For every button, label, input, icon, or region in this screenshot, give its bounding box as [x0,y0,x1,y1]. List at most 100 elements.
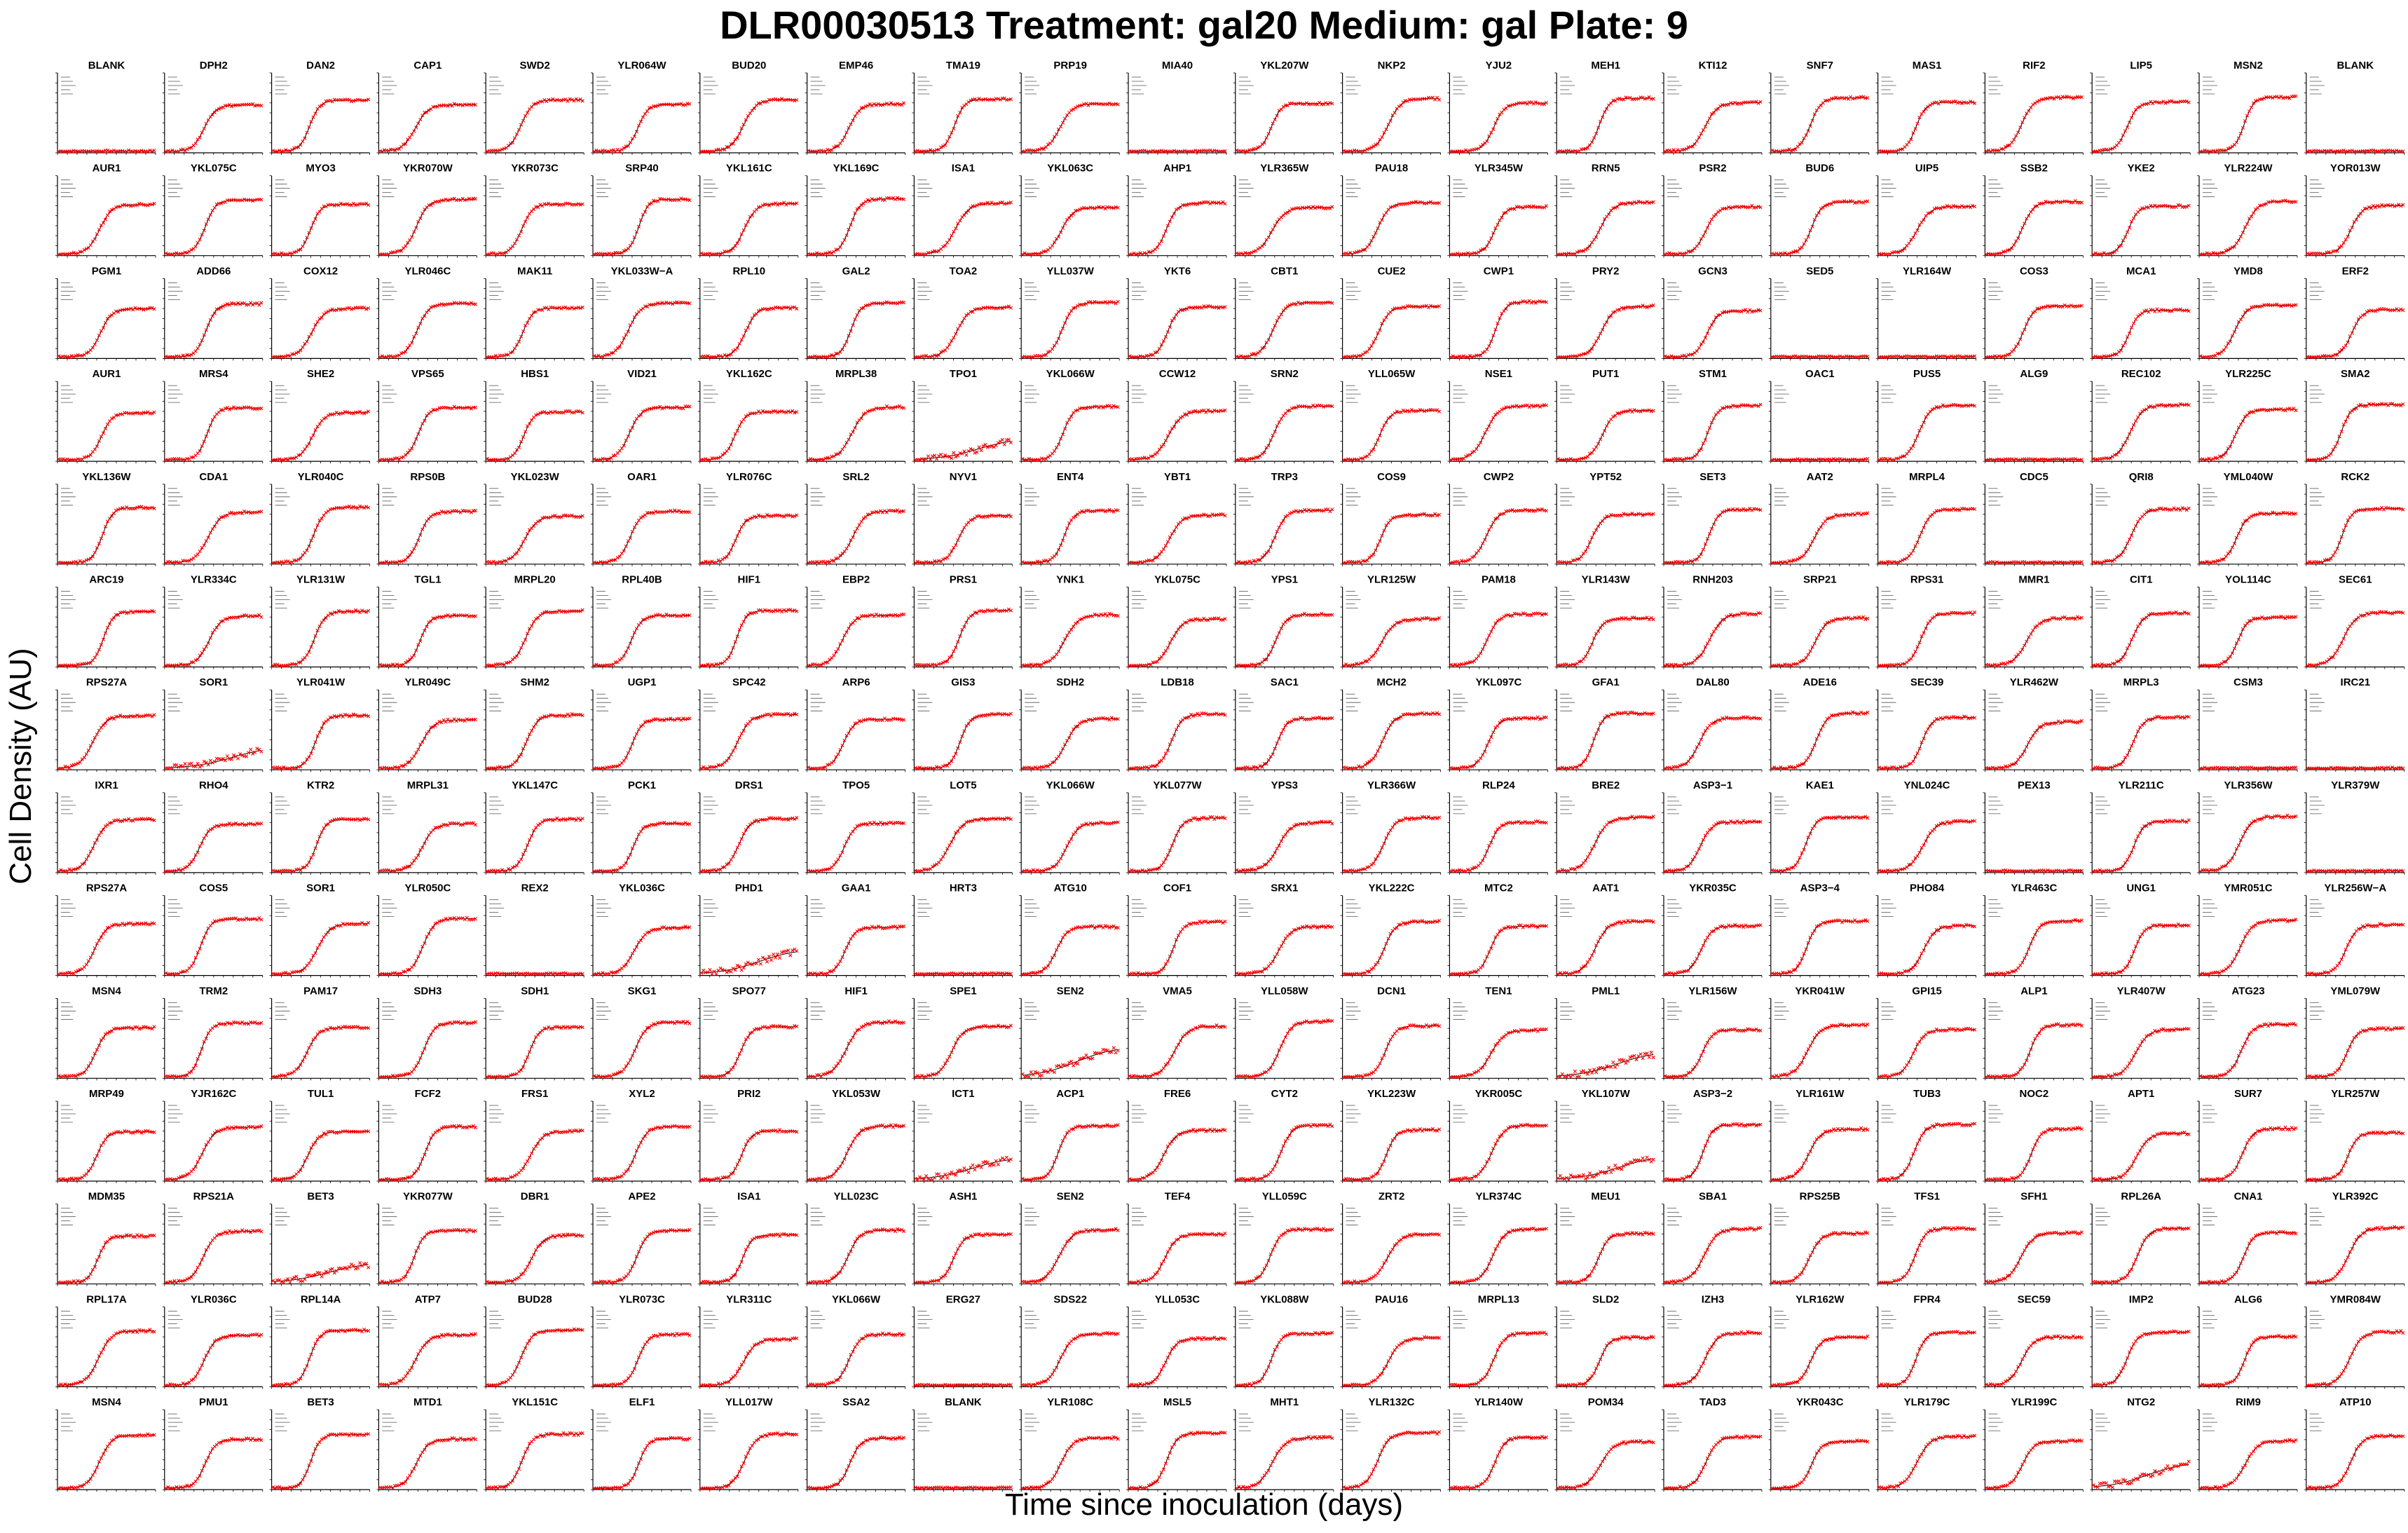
data-points [1663,506,1763,565]
growth-panel: ADD66 [162,265,264,361]
growth-panel: GCN3 [1662,265,1763,361]
data-points [378,613,477,668]
data-points [1556,199,1655,257]
panel-title: VPS65 [411,368,444,380]
growth-panel: EMP46 [805,60,906,155]
data-points [378,508,477,565]
data-points [271,504,371,565]
growth-panel: STM1 [1662,368,1763,464]
fit-curve [380,823,476,872]
fit-curve [273,611,369,666]
growth-panel: YLL037W [1019,265,1120,361]
growth-panel: AHP1 [1126,163,1227,258]
data-points [57,608,156,668]
data-points [485,305,584,359]
data-points [2091,402,2191,462]
panel-title: YLR046C [404,265,451,277]
panel-title: BLANK [2337,60,2374,71]
growth-panel: VPS65 [376,368,477,464]
growth-panel: SRN2 [1233,368,1334,464]
fit-curve [701,307,797,357]
data-points [1020,611,1120,668]
data-points [1984,615,2084,668]
fit-curve [2201,97,2296,152]
fit-curve [1665,509,1760,564]
growth-panel: YKL066W [1019,368,1120,464]
data-points [2198,198,2298,257]
growth-panel: YLR224W [2197,163,2298,258]
growth-panel: YKL023W [484,471,584,566]
data-points [2091,714,2191,770]
data-points [57,306,156,359]
growth-panel: MRPL4 [1875,471,1977,566]
data-points [485,513,584,565]
panel-title: YKL075C [191,163,237,175]
panel-title: DPH2 [200,60,228,71]
panel-title: MRPL20 [514,574,556,586]
panel-title: YLR345W [1475,163,1524,175]
growth-panel: SWD2 [484,60,584,155]
panel-title: YKL169C [833,163,880,175]
data-points [1877,402,1977,462]
data-points [592,102,692,154]
fit-curve [1558,514,1654,564]
panel-title: SWD2 [520,60,550,71]
data-points [1020,299,1120,359]
panel-title: PUT1 [1592,368,1619,380]
data-points [1342,512,1442,565]
growth-panel: BUD6 [1768,163,1870,258]
panel-title: MCA1 [2126,265,2156,277]
data-points [1984,559,2084,565]
data-points [1984,95,2084,154]
data-points [1663,308,1763,359]
fit-curve [1772,712,1868,769]
growth-panel: SSB2 [1983,163,2084,258]
data-points [1663,611,1763,668]
growth-panel: NKP2 [1340,60,1442,155]
growth-panel: LDB18 [1126,676,1227,772]
data-points [2091,610,2191,668]
growth-panel: RNH203 [1662,574,1763,669]
data-points [699,305,799,359]
fit-curve [915,610,1011,666]
panel-title: MAS1 [1913,60,1942,71]
fit-curve [594,615,690,666]
growth-panel: YLR462W [1983,676,2084,772]
growth-panel: CCW12 [1126,368,1227,464]
fit-curve [58,308,154,357]
panel-title: PCK1 [628,779,656,791]
panel-title: SHM2 [520,676,549,688]
fit-curve [487,203,583,255]
fit-curve [1665,310,1760,357]
growth-panel: PRY2 [1554,265,1655,361]
growth-panel: GAL2 [805,265,906,361]
panel-title: ADE16 [1803,676,1837,688]
fit-curve [165,824,261,872]
panel-title: YPS1 [1271,574,1298,586]
panel-title: ARC19 [89,574,123,586]
growth-panel: GIS3 [912,676,1013,772]
growth-panel: MAK11 [484,265,584,361]
fit-curve [1451,206,1547,255]
panel-title: TOA2 [950,265,978,277]
data-points [164,405,264,462]
fit-curve [2093,404,2189,461]
panel-title: BLANK [88,60,125,71]
data-points [1556,95,1655,154]
growth-panel: CIT1 [2090,574,2191,669]
growth-panel: SET3 [1662,471,1763,566]
growth-panel: CAP1 [376,60,477,155]
data-points [1020,507,1120,565]
growth-panel: PUS5 [1875,368,1977,464]
data-points [1556,615,1655,667]
growth-panel: YKL136W [55,471,156,566]
panel-title: MIA40 [1162,60,1193,71]
panel-title: CIT1 [2130,574,2153,586]
panel-title: LDB18 [1161,676,1194,688]
fit-curve [380,407,476,461]
fit-curve [1451,102,1547,152]
growth-panel: MCA1 [2090,265,2191,361]
panel-title: MRPL38 [835,368,877,380]
panel-title: YKL097C [1475,676,1521,688]
panel-title: MYO3 [306,163,336,175]
